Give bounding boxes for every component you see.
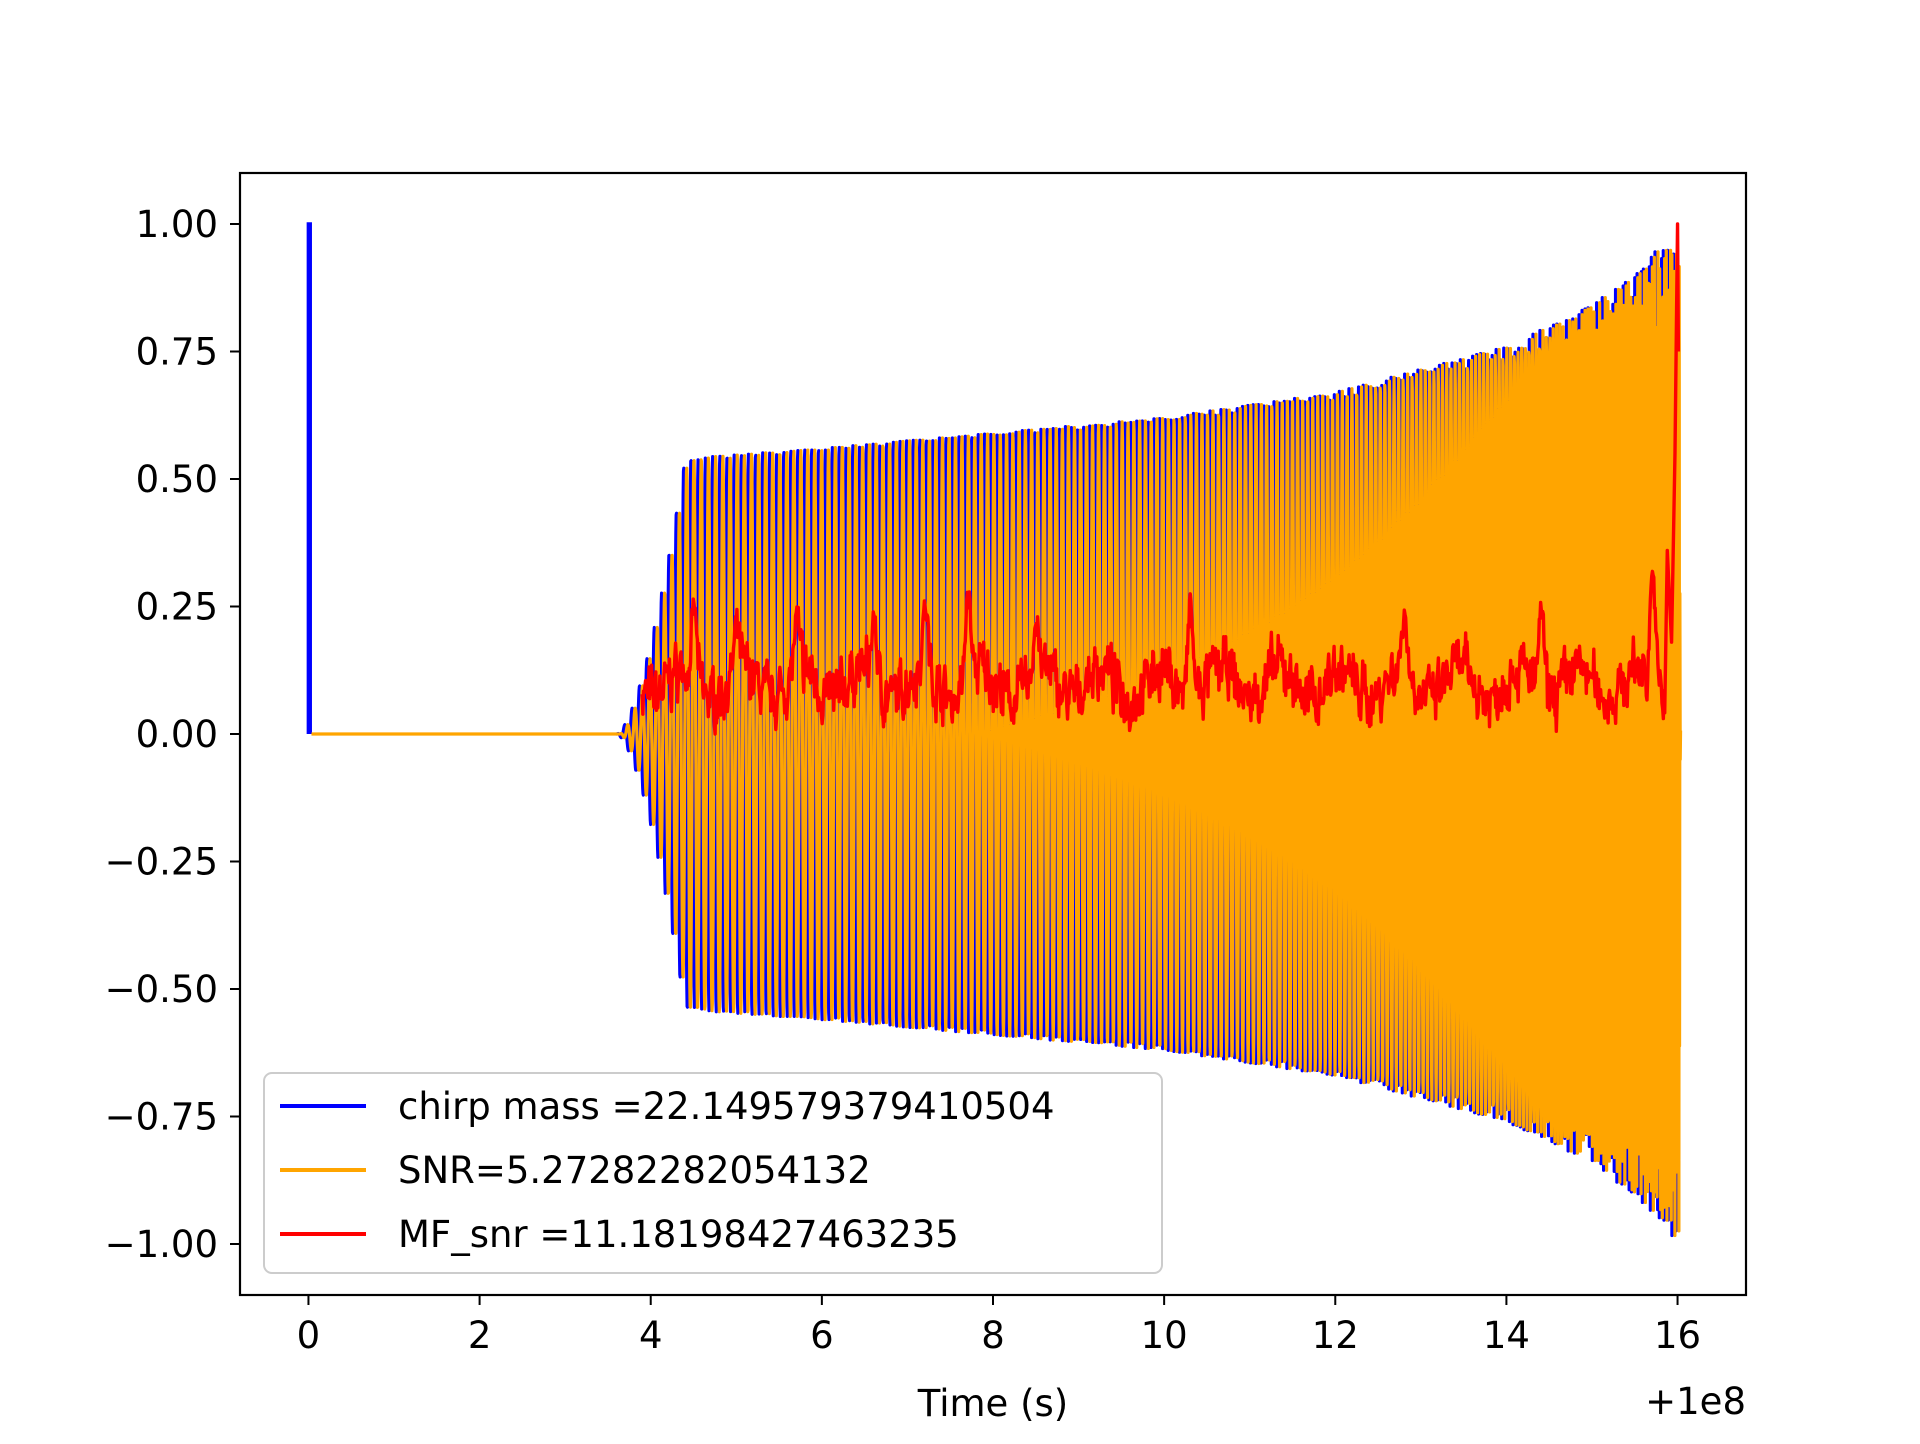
legend: chirp mass =22.149579379410504 SNR=5.2728… [263,1072,1163,1274]
legend-label: MF_snr =11.18198427463235 [398,1213,959,1256]
x-tick-label: 6 [810,1314,834,1357]
y-tick-label: −0.50 [105,968,218,1011]
legend-frame [263,1072,1163,1274]
y-tick-label: 0.75 [136,331,218,374]
x-axis-label: Time (s) [917,1382,1068,1425]
x-tick-label: 0 [297,1314,321,1357]
series-group [306,222,1683,1238]
series-line-mf-snr [640,222,1681,736]
legend-label: chirp mass =22.149579379410504 [398,1085,1055,1128]
series-spike-chirp-mass [306,222,312,734]
x-tick-layer: 0 2 4 6 8 10 12 14 16 [297,1295,1701,1357]
x-tick-label: 10 [1141,1314,1188,1357]
legend-entries: chirp mass =22.149579379410504 SNR=5.2728… [280,1085,1055,1256]
y-tick-label: 0.00 [136,713,218,756]
x-tick-label: 8 [981,1314,1005,1357]
series-line-snr [311,248,1683,1238]
x-tick-label: 14 [1483,1314,1530,1357]
y-tick-label: 1.00 [136,203,218,246]
x-axis-offset-label: +1e8 [1645,1380,1746,1423]
legend-label: SNR=5.27282282054132 [398,1149,871,1192]
y-tick-label: 0.50 [136,458,218,501]
x-tick-label: 12 [1312,1314,1359,1357]
y-tick-label: −1.00 [105,1223,218,1266]
y-tick-layer: 1.00 0.75 0.50 0.25 0.00 −0.25 −0.50 −0.75 −1.00 [105,203,240,1266]
series-layer [306,222,1683,1238]
y-tick-label: −0.75 [105,1096,218,1139]
y-tick-label: −0.25 [105,841,218,884]
y-tick-label: 0.25 [136,586,218,629]
x-tick-label: 4 [639,1314,663,1357]
x-tick-label: 2 [468,1314,492,1357]
x-tick-label: 16 [1654,1314,1701,1357]
